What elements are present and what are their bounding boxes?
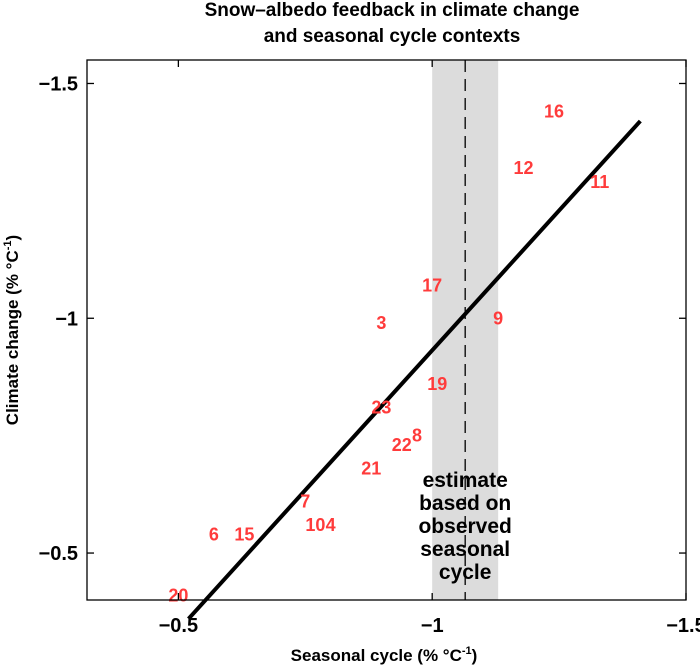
data-point-23: 23 bbox=[371, 397, 391, 417]
data-point-10: 10 bbox=[305, 515, 325, 535]
y-axis-label-sup: -1 bbox=[2, 240, 14, 250]
x-axis-label: Seasonal cycle (% °C-1) bbox=[291, 645, 478, 665]
data-point-21: 21 bbox=[361, 459, 381, 479]
annotation-line-5: cycle bbox=[439, 561, 492, 584]
data-point-9: 9 bbox=[493, 308, 503, 328]
x-axis-label-end: ) bbox=[472, 646, 478, 665]
fit-line-layer bbox=[187, 119, 642, 621]
ticks-layer: −0.5 −1 −1.5 −0.5 −1 −1.5 bbox=[39, 60, 700, 637]
data-point-8: 8 bbox=[412, 426, 422, 446]
data-point-16: 16 bbox=[544, 102, 564, 122]
chart-title-line-2: and seasonal cycle contexts bbox=[264, 26, 521, 47]
data-point-3: 3 bbox=[376, 313, 386, 333]
data-point-7: 7 bbox=[300, 491, 310, 511]
annotation-line-4: seasonal bbox=[420, 538, 510, 561]
regression-line bbox=[187, 119, 642, 621]
y-axis-label-text: Climate change (% °C bbox=[3, 250, 22, 425]
plot-frame bbox=[86, 59, 687, 601]
estimate-band-layer bbox=[432, 60, 499, 600]
data-point-19: 19 bbox=[427, 374, 447, 394]
data-point-15: 15 bbox=[234, 524, 254, 544]
x-tick-label-0: −0.5 bbox=[159, 615, 198, 637]
x-axis-label-sup: -1 bbox=[462, 645, 472, 657]
data-point-4: 4 bbox=[326, 515, 336, 535]
x-axis-label-text: Seasonal cycle (% °C bbox=[291, 646, 462, 665]
annotation-line-3: observed bbox=[418, 515, 511, 538]
x-tick-label-2: −1.5 bbox=[666, 615, 700, 637]
annotation-line-1: estimate bbox=[423, 469, 508, 492]
data-point-12: 12 bbox=[514, 158, 534, 178]
y-axis-label: Climate change (% °C-1) bbox=[2, 235, 22, 425]
y-axis-label-end: ) bbox=[3, 235, 22, 241]
y-tick-label-0: −0.5 bbox=[39, 543, 78, 565]
data-point-22: 22 bbox=[392, 435, 412, 455]
y-tick-label-2: −1.5 bbox=[39, 73, 78, 95]
data-point-6: 6 bbox=[209, 524, 219, 544]
x-tick-label-1: −1 bbox=[421, 615, 444, 637]
chart-title-line-1: Snow–albedo feedback in climate change bbox=[205, 0, 580, 21]
y-tick-label-1: −1 bbox=[55, 308, 78, 330]
data-point-17: 17 bbox=[422, 275, 442, 295]
data-point-11: 11 bbox=[590, 172, 609, 192]
annotation-line-2: based on bbox=[419, 492, 511, 515]
